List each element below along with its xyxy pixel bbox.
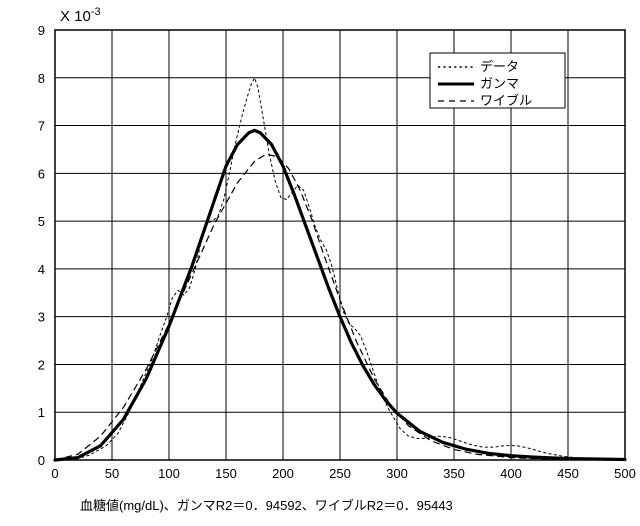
svg-text:4: 4 xyxy=(38,262,45,277)
svg-text:350: 350 xyxy=(443,466,465,481)
svg-text:6: 6 xyxy=(38,166,45,181)
svg-text:300: 300 xyxy=(386,466,408,481)
svg-text:ワイブル: ワイブル xyxy=(480,93,532,108)
svg-text:50: 50 xyxy=(105,466,119,481)
svg-text:2: 2 xyxy=(38,357,45,372)
svg-text:3: 3 xyxy=(38,310,45,325)
svg-text:0: 0 xyxy=(38,453,45,468)
svg-text:400: 400 xyxy=(500,466,522,481)
chart-container: X 10-3 0 50 100 150 200 250 300 350 400 450 500 0 1 2… xyxy=(0,0,640,526)
x-axis-caption: 血糖値(mg/dL)、ガンマR2＝0．94592、ワイブルR2＝0．95443 xyxy=(80,495,453,514)
y-title-exponent: -3 xyxy=(91,6,101,18)
svg-text:1: 1 xyxy=(38,405,45,420)
svg-text:250: 250 xyxy=(329,466,351,481)
svg-text:ガンマ: ガンマ xyxy=(480,76,519,91)
svg-text:450: 450 xyxy=(557,466,579,481)
svg-text:200: 200 xyxy=(272,466,294,481)
svg-text:9: 9 xyxy=(38,23,45,38)
svg-text:0: 0 xyxy=(51,466,58,481)
svg-text:7: 7 xyxy=(38,119,45,134)
svg-text:150: 150 xyxy=(215,466,237,481)
y-axis-exponent-label: X 10-3 xyxy=(60,6,101,25)
svg-text:500: 500 xyxy=(614,466,636,481)
svg-text:5: 5 xyxy=(38,214,45,229)
y-title-prefix: X 10 xyxy=(60,8,91,25)
chart-svg: 0 50 100 150 200 250 300 350 400 450 500 0 1 2 3 4 5 6 7 8 9… xyxy=(0,0,640,490)
svg-text:データ: データ xyxy=(480,59,519,74)
svg-text:100: 100 xyxy=(158,466,180,481)
svg-text:8: 8 xyxy=(38,71,45,86)
